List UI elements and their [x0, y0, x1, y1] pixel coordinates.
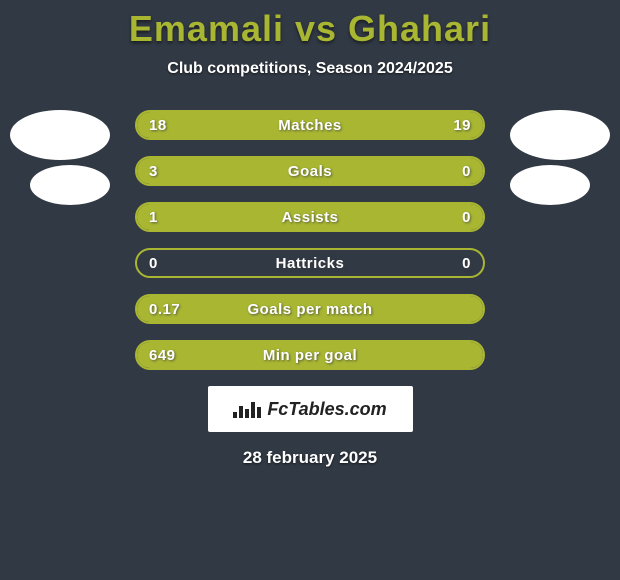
stat-row: 0.17Goals per match: [135, 294, 485, 324]
brand-icon-bar: [233, 412, 237, 418]
subtitle: Club competitions, Season 2024/2025: [0, 60, 620, 78]
stat-bars: 1819Matches 30Goals 10Assists 00Hattricks 0.…: [135, 110, 485, 370]
player-right-club-logo: [510, 165, 590, 205]
stat-label: Min per goal: [137, 342, 483, 368]
stat-label: Goals: [137, 158, 483, 184]
player-right-logo: [510, 110, 610, 160]
date-label: 28 february 2025: [0, 448, 620, 468]
stat-row: 00Hattricks: [135, 248, 485, 278]
brand-icon-bar: [257, 407, 261, 418]
brand-icon-bar: [251, 402, 255, 418]
comparison-area: 1819Matches 30Goals 10Assists 00Hattricks 0.…: [0, 110, 620, 370]
stat-label: Assists: [137, 204, 483, 230]
stat-row: 30Goals: [135, 156, 485, 186]
player-left-club-logo: [30, 165, 110, 205]
stat-label: Goals per match: [137, 296, 483, 322]
brand-bars-icon: [233, 400, 261, 418]
page-title: Emamali vs Ghahari: [0, 0, 620, 50]
stat-row: 1819Matches: [135, 110, 485, 140]
brand-badge: FcTables.com: [208, 386, 413, 432]
stat-label: Hattricks: [137, 250, 483, 276]
player-left-logo: [10, 110, 110, 160]
brand-text: FcTables.com: [267, 399, 386, 420]
stat-row: 649Min per goal: [135, 340, 485, 370]
stat-label: Matches: [137, 112, 483, 138]
brand-icon-bar: [245, 409, 249, 418]
stat-row: 10Assists: [135, 202, 485, 232]
brand-icon-bar: [239, 406, 243, 418]
